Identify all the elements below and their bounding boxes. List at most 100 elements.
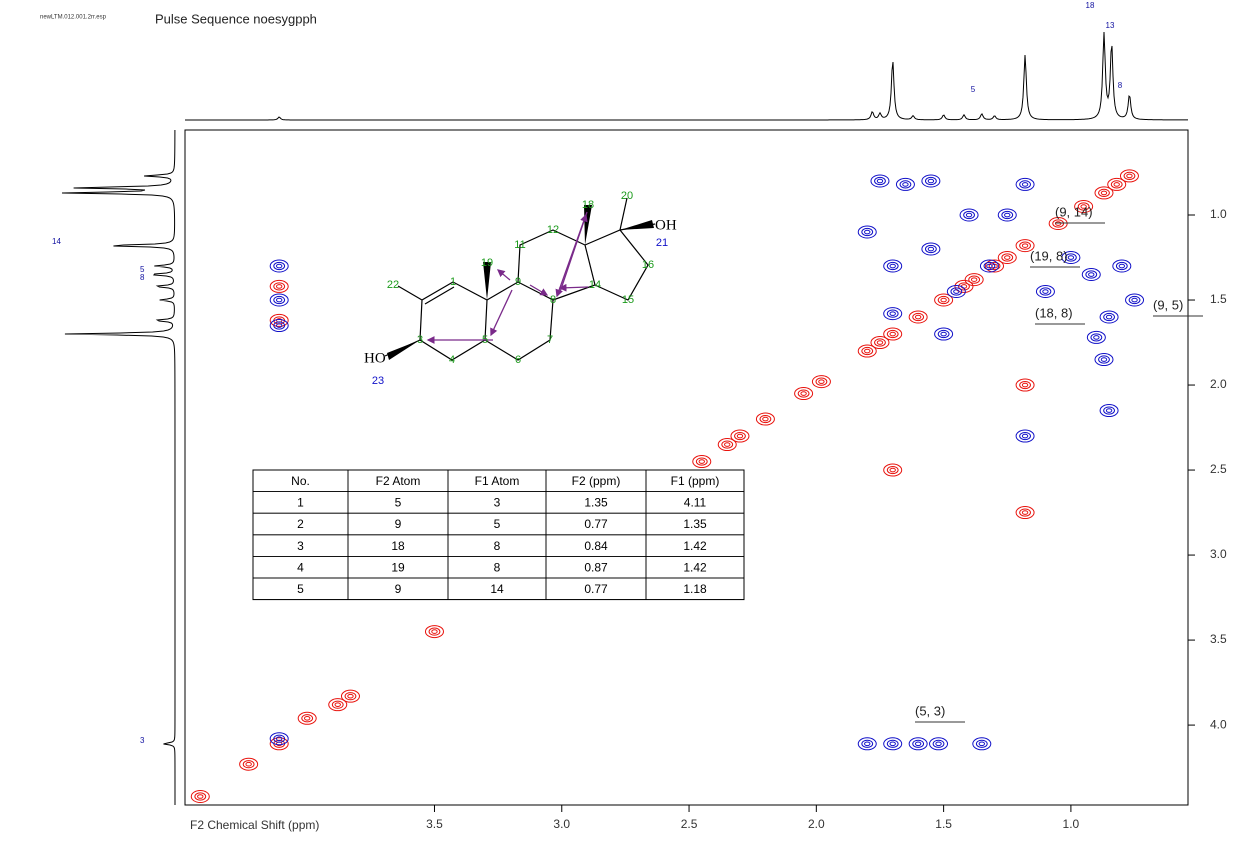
contour-peak — [269, 319, 289, 333]
peak-label: 5 — [971, 85, 976, 94]
table-text: No. — [291, 474, 310, 488]
contour-peak — [857, 225, 877, 239]
cross-peak-label: (5, 3) — [915, 703, 945, 718]
contour-peak — [1015, 177, 1035, 191]
table-text: 1 — [297, 496, 304, 510]
peak-label: 8 — [1118, 81, 1123, 90]
x-tick-label: 1.5 — [935, 817, 952, 831]
contour-peak — [328, 698, 348, 712]
contour-peak — [857, 737, 877, 751]
contour-peak — [934, 327, 954, 341]
contour-peak — [717, 438, 737, 452]
x-tick-label: 2.5 — [681, 817, 698, 831]
contour-peak — [1048, 217, 1068, 231]
cross-peak-label: (18, 8) — [1035, 305, 1073, 320]
atom-label: 14 — [589, 279, 601, 291]
contour-peak — [857, 344, 877, 358]
contour-peak — [1074, 200, 1094, 214]
cross-peak-label: (9, 14) — [1055, 204, 1093, 219]
table-text: 5 — [395, 496, 402, 510]
contour-peak — [1094, 353, 1114, 367]
table-text: 5 — [494, 517, 501, 531]
table-text: 19 — [391, 560, 405, 574]
x-tick-label: 1.0 — [1063, 817, 1080, 831]
contour-peak — [239, 757, 259, 771]
table-text: F2 (ppm) — [572, 474, 621, 488]
contour-peak — [269, 293, 289, 307]
group-label: OH — [655, 217, 677, 233]
contour-peak — [1119, 169, 1139, 183]
x-tick-label: 3.0 — [553, 817, 570, 831]
table-text: 18 — [391, 539, 405, 553]
contour-peak — [883, 307, 903, 321]
contour-peak — [269, 732, 289, 746]
atom-label: 4 — [449, 354, 455, 366]
contour-peak — [1099, 404, 1119, 418]
f1-projection — [61, 129, 176, 805]
contour-peak — [870, 174, 890, 188]
contour-peak — [1086, 330, 1106, 344]
atom-label: 21 — [656, 237, 668, 249]
table-text: 9 — [395, 517, 402, 531]
contour-peak — [1081, 268, 1101, 282]
y-tick-label: 2.0 — [1210, 377, 1227, 391]
atom-label: 19 — [481, 257, 493, 269]
table-text: 4.11 — [684, 496, 707, 510]
y-tick-label: 4.0 — [1210, 717, 1227, 731]
contour-peak — [908, 737, 928, 751]
x-tick-label: 3.5 — [426, 817, 443, 831]
table-text: 8 — [494, 539, 501, 553]
y-tick-label: 1.5 — [1210, 292, 1227, 306]
contour-peak — [1107, 177, 1127, 191]
y-tick-label: 3.5 — [1210, 632, 1227, 646]
contour-peak — [811, 375, 831, 389]
y-tick-label: 3.0 — [1210, 547, 1227, 561]
table-text: 0.87 — [584, 560, 608, 574]
contour-peak — [1035, 285, 1055, 299]
contour-peak — [755, 412, 775, 426]
atom-label: 8 — [550, 294, 556, 306]
table-text: 1.42 — [683, 539, 707, 553]
contour-peak — [794, 387, 814, 401]
peak-label: 8 — [140, 273, 145, 282]
chart-title: Pulse Sequence noesygpph — [155, 11, 317, 26]
contour-peak — [934, 293, 954, 307]
table-text: 1.18 — [683, 582, 707, 596]
contour-peak — [883, 259, 903, 273]
atom-label: 20 — [621, 190, 633, 202]
contour-peak — [1061, 251, 1081, 265]
atom-label: 6 — [515, 354, 521, 366]
contour-peak — [1015, 378, 1035, 392]
table-text: 14 — [490, 582, 504, 596]
contour-peak — [269, 313, 289, 327]
cross-peak-label: (19, 8) — [1030, 248, 1068, 263]
peak-label: 14 — [52, 237, 61, 246]
peak-label: 3 — [140, 736, 145, 745]
plot-frame — [184, 129, 1189, 806]
x-tick-label: 2.0 — [808, 817, 825, 831]
y-tick-label: 2.5 — [1210, 462, 1227, 476]
contour-peak — [883, 327, 903, 341]
contour-peak — [730, 429, 750, 443]
contour-peak — [1099, 310, 1119, 324]
contour-peak — [929, 737, 949, 751]
contour-peak — [908, 310, 928, 324]
group-label: HO — [364, 350, 386, 366]
contour-peak — [340, 689, 360, 703]
contour-peak — [269, 737, 289, 751]
cross-peak-label: (9, 5) — [1153, 297, 1183, 312]
contour-peak — [297, 711, 317, 725]
table-text: 3 — [494, 496, 501, 510]
atom-label: 11 — [514, 239, 525, 251]
table-text: 0.84 — [584, 539, 608, 553]
atom-label: 7 — [547, 334, 553, 346]
atom-label: 12 — [547, 224, 559, 236]
contour-peak — [269, 279, 289, 293]
atom-label: 5 — [482, 334, 488, 346]
contour-peak — [946, 285, 966, 299]
table-text: 0.77 — [584, 517, 608, 531]
table-text: 0.77 — [584, 582, 608, 596]
atom-label: 15 — [622, 294, 634, 306]
contour-peak — [883, 463, 903, 477]
contour-peak — [997, 208, 1017, 222]
